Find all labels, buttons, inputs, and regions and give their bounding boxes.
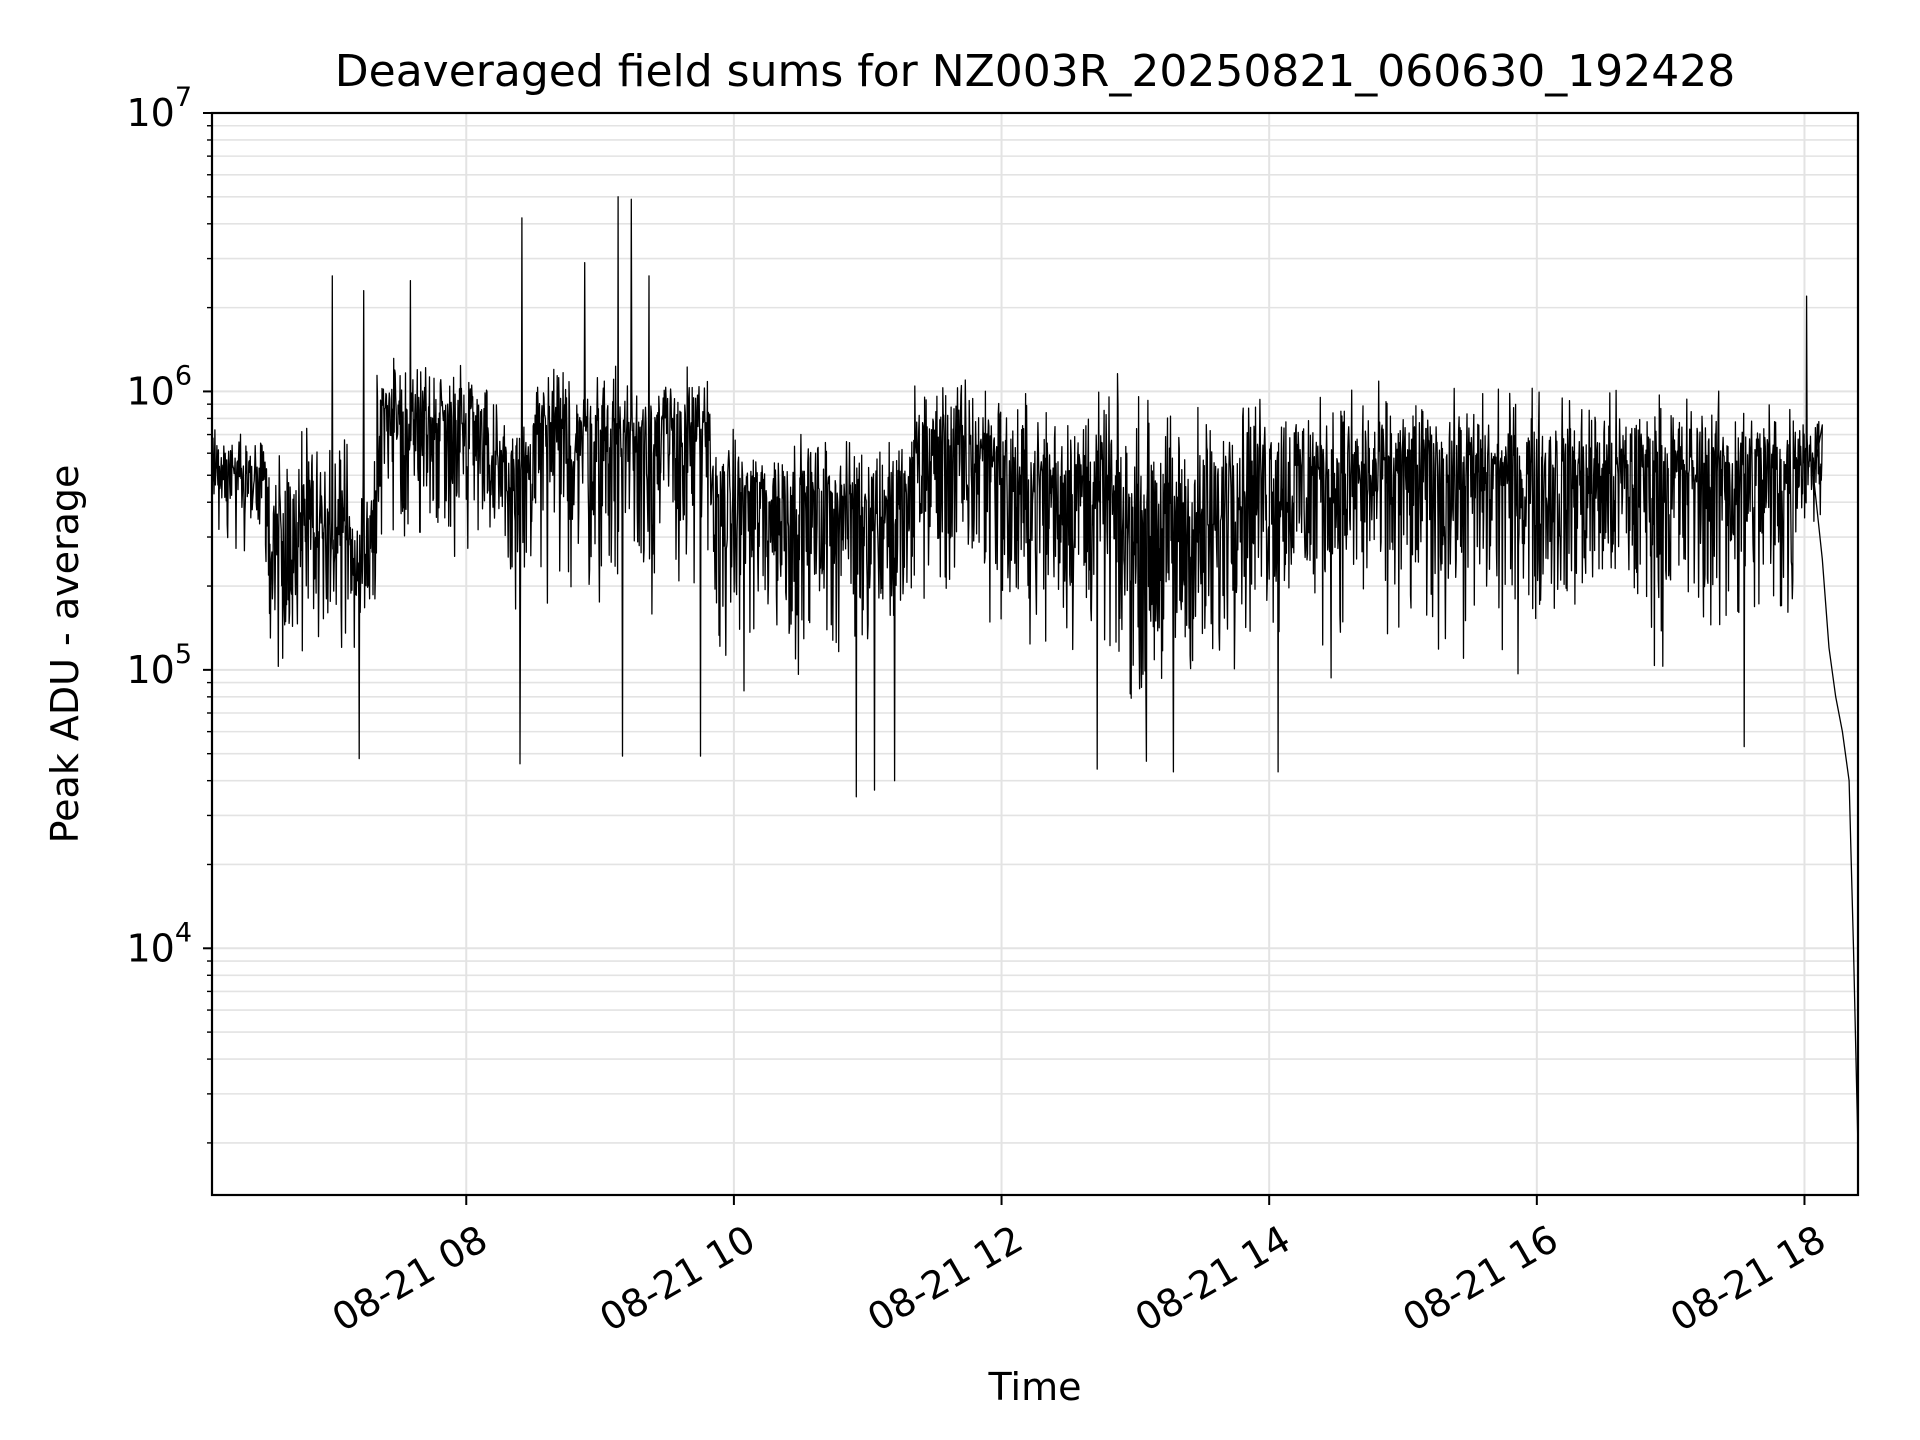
series-path bbox=[211, 196, 1859, 1150]
y-tick-label: 105 bbox=[126, 639, 192, 692]
y-tick-base: 10 bbox=[126, 926, 174, 970]
y-tick-exponent: 6 bbox=[175, 360, 192, 391]
x-axis-label: Time bbox=[988, 1365, 1082, 1409]
y-tick-label: 107 bbox=[126, 82, 192, 135]
series-line bbox=[211, 196, 1859, 1150]
y-tick-label: 106 bbox=[126, 360, 192, 413]
y-tick-exponent: 5 bbox=[175, 639, 192, 670]
y-tick-base: 10 bbox=[126, 369, 174, 413]
y-tick-base: 10 bbox=[126, 648, 174, 692]
plot-frame bbox=[210, 111, 1860, 1197]
y-tick-exponent: 7 bbox=[175, 82, 192, 113]
y-tick-label: 104 bbox=[126, 917, 192, 970]
y-tick-exponent: 4 bbox=[175, 917, 192, 948]
chart-title: Deaveraged field sums for NZ003R_2025082… bbox=[335, 46, 1735, 97]
y-tick-base: 10 bbox=[126, 91, 174, 135]
y-axis-label: Peak ADU - average bbox=[43, 465, 87, 844]
